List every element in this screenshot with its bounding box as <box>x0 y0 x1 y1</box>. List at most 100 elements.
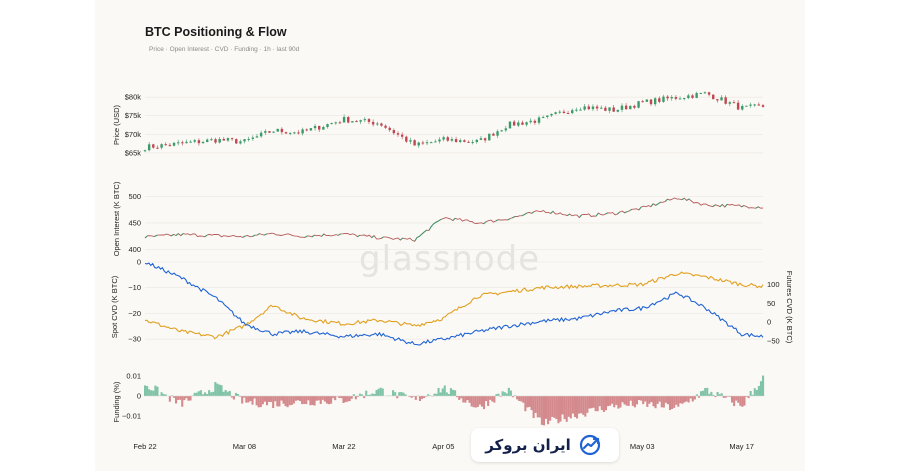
funding-bar <box>303 396 306 404</box>
price-candle <box>488 133 491 141</box>
price-candle <box>546 115 549 118</box>
price-candle <box>388 127 391 131</box>
price-candle <box>147 144 151 151</box>
funding-bar <box>255 396 258 406</box>
funding-bar <box>313 396 316 406</box>
funding-bar <box>361 394 364 396</box>
funding-bar <box>544 396 548 419</box>
price-candle <box>716 99 719 101</box>
price-candle <box>384 125 387 128</box>
funding-bar <box>726 396 729 397</box>
price-candle <box>409 140 412 142</box>
price-candle <box>753 104 756 106</box>
funding-bar <box>743 396 746 406</box>
price-candle <box>496 131 499 136</box>
funding-bar <box>284 396 287 407</box>
price-candle <box>571 110 574 114</box>
trend-arrow-icon <box>579 434 600 456</box>
oi-up-segment <box>495 219 499 222</box>
funding-bar <box>272 396 275 409</box>
price-candle <box>512 121 516 126</box>
funding-bar <box>330 396 333 404</box>
funding-bar <box>571 396 574 414</box>
price-candle <box>396 133 400 135</box>
oi-up-segment <box>638 206 642 211</box>
price-candle <box>728 102 732 104</box>
oi-up-segment <box>605 212 609 215</box>
price-candle <box>176 142 180 144</box>
funding-bar <box>582 396 585 415</box>
funding-bar <box>396 396 399 399</box>
funding-bar <box>658 396 661 402</box>
price-candle <box>222 139 226 141</box>
price-candle <box>235 139 238 144</box>
funding-bar <box>563 396 566 420</box>
price-candle <box>591 106 595 110</box>
funding-bar <box>148 389 151 396</box>
funding-bar <box>404 394 407 396</box>
price-candle <box>214 139 217 143</box>
funding-bar <box>739 396 742 406</box>
funding-bar <box>466 396 469 401</box>
funding-bar <box>408 396 411 397</box>
oi-up-segment <box>435 220 439 223</box>
funding-bar <box>629 396 632 401</box>
funding-bar <box>656 396 659 404</box>
price-candle <box>687 95 690 99</box>
price-candle <box>645 99 649 102</box>
funding-bar <box>606 396 610 407</box>
funding-bar <box>733 396 736 407</box>
price-candle <box>156 147 159 149</box>
oi-up-segment <box>414 237 418 242</box>
oi-up-segment <box>438 218 442 222</box>
funding-bar <box>753 388 756 396</box>
price-candle <box>529 120 532 123</box>
brand-logo-text: ایران بروکر <box>485 436 571 454</box>
oi-up-segment <box>419 233 423 237</box>
oi-up-segment <box>524 212 528 215</box>
funding-bar <box>751 394 754 396</box>
funding-bar <box>730 396 734 403</box>
oi-up-segment <box>154 234 158 237</box>
x-axis-date-label: May 03 <box>630 442 655 451</box>
price-candle <box>243 139 246 142</box>
funding-bar <box>381 388 384 396</box>
funding-bar <box>363 396 366 399</box>
spot-cvd-line <box>144 262 764 346</box>
price-candle <box>405 136 408 142</box>
price-candle <box>363 119 367 121</box>
funding-bar <box>181 396 184 407</box>
funding-bar <box>501 391 504 396</box>
funding-bar <box>144 385 147 396</box>
funding-bar <box>197 391 200 396</box>
funding-bar <box>338 396 341 398</box>
funding-bar <box>615 396 618 405</box>
oi-up-segment <box>380 236 384 239</box>
funding-bar <box>270 396 273 402</box>
oi-ytick-label: 400 <box>128 245 141 254</box>
funding-bar <box>433 393 436 396</box>
funding-bar <box>675 396 678 405</box>
funding-bar <box>206 394 209 396</box>
funding-bar <box>596 396 599 412</box>
funding-bar <box>315 396 318 401</box>
price-candle <box>712 94 715 100</box>
funding-bar <box>251 396 254 405</box>
funding-bar <box>613 396 616 408</box>
futures-cvd-ytick-label: −50 <box>767 336 780 345</box>
funding-bar <box>214 382 217 396</box>
funding-bar <box>348 396 351 402</box>
oi-up-segment <box>655 203 659 206</box>
funding-bar <box>478 396 481 405</box>
funding-bar <box>278 396 281 407</box>
price-candle <box>172 142 176 146</box>
price-candle <box>550 113 553 116</box>
funding-bar <box>296 396 300 401</box>
funding-bar <box>187 396 190 401</box>
funding-bar <box>150 390 153 396</box>
funding-bar <box>276 396 279 407</box>
funding-bar <box>340 396 343 399</box>
funding-bar <box>609 396 612 406</box>
funding-bar <box>708 393 711 396</box>
spot-cvd-ytick-label: −20 <box>128 309 141 318</box>
